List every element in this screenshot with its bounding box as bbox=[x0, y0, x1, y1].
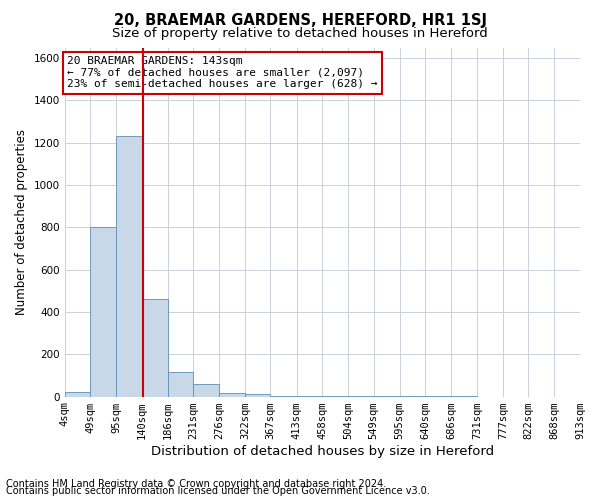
Bar bbox=[193, 384, 219, 396]
Bar bbox=[142, 300, 168, 396]
Bar bbox=[90, 228, 116, 396]
Text: Contains public sector information licensed under the Open Government Licence v3: Contains public sector information licen… bbox=[6, 486, 430, 496]
Bar bbox=[116, 136, 142, 396]
Bar bbox=[65, 392, 90, 396]
Bar bbox=[168, 372, 193, 396]
Text: 20 BRAEMAR GARDENS: 143sqm
← 77% of detached houses are smaller (2,097)
23% of s: 20 BRAEMAR GARDENS: 143sqm ← 77% of deta… bbox=[67, 56, 378, 90]
Y-axis label: Number of detached properties: Number of detached properties bbox=[15, 129, 28, 315]
X-axis label: Distribution of detached houses by size in Hereford: Distribution of detached houses by size … bbox=[151, 444, 494, 458]
Text: 20, BRAEMAR GARDENS, HEREFORD, HR1 1SJ: 20, BRAEMAR GARDENS, HEREFORD, HR1 1SJ bbox=[113, 12, 487, 28]
Bar bbox=[245, 394, 271, 396]
Text: Size of property relative to detached houses in Hereford: Size of property relative to detached ho… bbox=[112, 28, 488, 40]
Bar bbox=[219, 393, 245, 396]
Text: Contains HM Land Registry data © Crown copyright and database right 2024.: Contains HM Land Registry data © Crown c… bbox=[6, 479, 386, 489]
